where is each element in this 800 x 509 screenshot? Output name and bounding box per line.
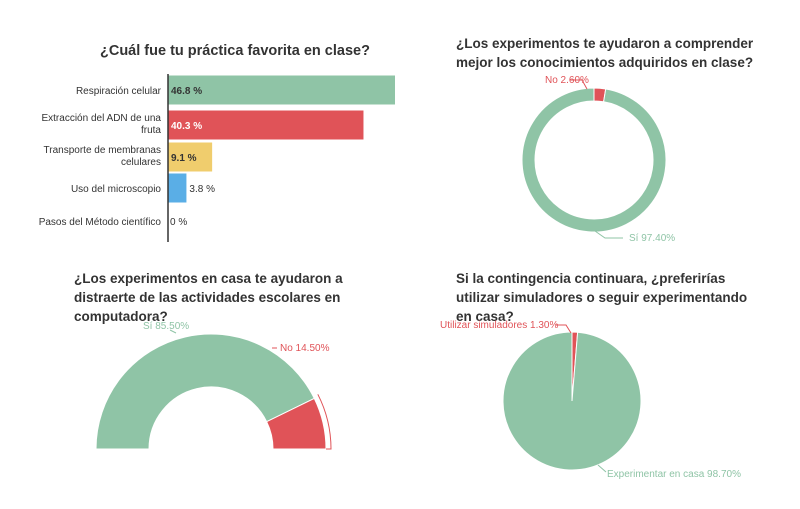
pie-chart-title: Si la contingencia continuara, ¿preferir… (456, 271, 748, 324)
category-label-respiracion-celular: Respiración celular (76, 86, 162, 97)
data-label-si: Sí 85.50% (143, 321, 189, 332)
bar-extraccion-del-adn-de-una-fruta (168, 110, 364, 140)
bar-transporte-de-membranas-celulares (168, 142, 213, 172)
leader-line-si (169, 329, 177, 334)
donut-chart-svg: No 2.60% Sí 97.40% (521, 75, 675, 244)
category-label-uso-del-microscopio: Uso del microscopio (71, 184, 161, 195)
slice-si (95, 333, 315, 450)
value-label-extraccion-del-adn-de-una-fruta: 40.3 % (171, 121, 202, 132)
bar-chart-title: ¿Cuál fue tu práctica favorita en clase? (100, 43, 370, 59)
value-label-pasos-del-metodo-cientifico: 0 % (170, 217, 187, 228)
slice-outline-no (317, 394, 332, 450)
data-label-experimentar: Experimentar en casa 98.70% (607, 469, 741, 480)
semi-donut-chart-svg: Sí 85.50% No 14.50% (95, 321, 332, 450)
leader-line-experimentar (597, 464, 607, 473)
donut-chart-panel: ¿Los experimentos te ayudaron a comprend… (400, 0, 800, 255)
slice-si (521, 87, 667, 233)
category-label-extraccion-del-adn-de-una-fruta: Extracción del ADN de una fruta (41, 113, 161, 136)
data-label-simuladores: Utilizar simuladores 1.30% (440, 320, 558, 331)
slice-experimentar-en-casa (502, 331, 642, 471)
leader-line-no (570, 79, 588, 90)
donut-chart-title: ¿Los experimentos te ayudaron a comprend… (456, 36, 754, 70)
pie-chart-panel: Si la contingencia continuara, ¿preferir… (400, 255, 800, 509)
bar-chart-panel: ¿Cuál fue tu práctica favorita en clase?… (0, 0, 400, 255)
category-label-transporte-de-membranas-celulares: Transporte de membranas celulares (44, 145, 161, 168)
bar-uso-del-microscopio (168, 173, 187, 203)
value-label-respiracion-celular: 46.8 % (171, 86, 202, 97)
pie-chart-svg: Utilizar simuladores 1.30% Experimentar e… (440, 320, 741, 480)
bar-chart-svg: Respiración celular 46.8 % Extracción del … (39, 74, 395, 242)
semi-donut-chart-panel: ¿Los experimentos en casa te ayudaron a … (0, 255, 400, 509)
category-label-pasos-del-metodo-cientifico: Pasos del Método científico (39, 217, 162, 228)
slice-no (266, 397, 327, 450)
value-label-uso-del-microscopio: 3.8 % (189, 184, 215, 195)
value-label-transporte-de-membranas-celulares: 9.1 % (171, 153, 197, 164)
data-label-no: No 14.50% (280, 343, 330, 354)
data-label-si: Sí 97.40% (629, 233, 675, 244)
leader-line-si (594, 230, 623, 239)
data-label-no: No 2.60% (545, 75, 589, 86)
leader-line-simuladores (556, 324, 572, 334)
bar-respiracion-celular (168, 75, 395, 105)
semi-donut-chart-title: ¿Los experimentos en casa te ayudaron a … (74, 271, 343, 324)
